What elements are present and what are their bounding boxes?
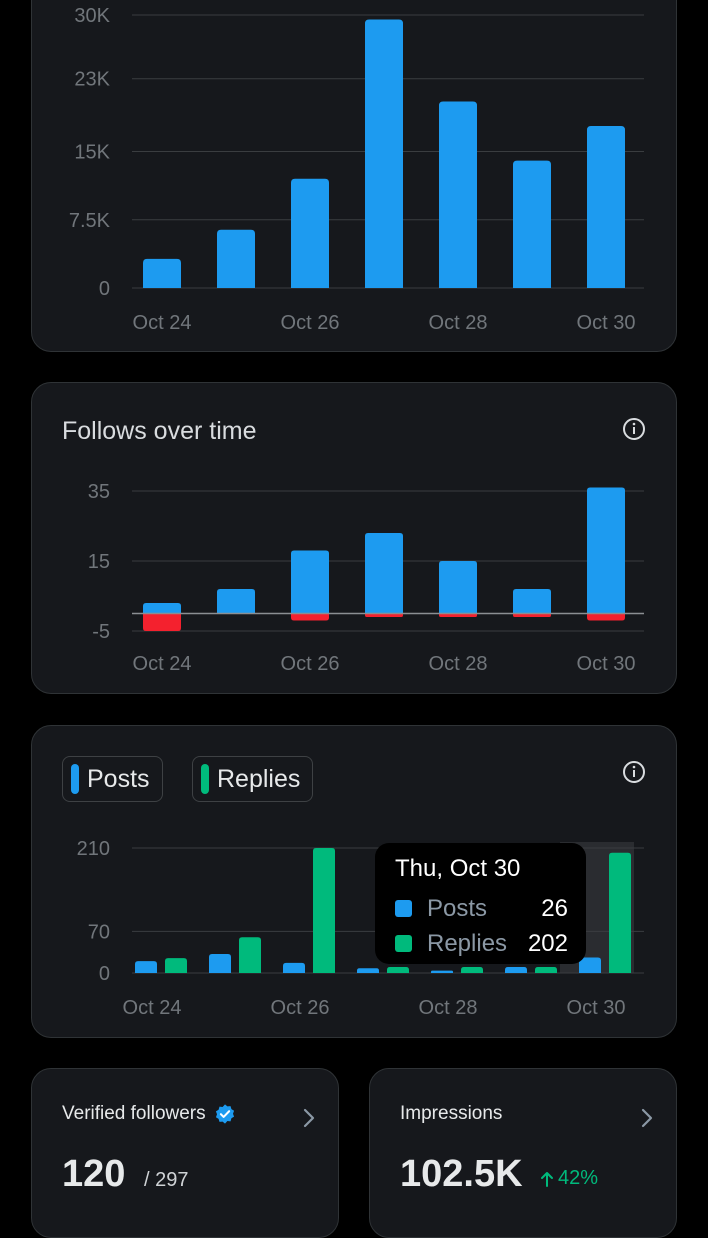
impressions-bar <box>439 101 477 288</box>
posts-y-tick-label: 210 <box>77 838 110 860</box>
follows-gain-bar <box>291 550 329 614</box>
chevron-right-icon[interactable] <box>640 1107 654 1129</box>
impressions-delta: 42% <box>558 1167 599 1189</box>
follows-chart: 35 15 -5 Oct 24 Oct 26 Oct 28 Oct 30 <box>88 481 644 675</box>
legend-replies-label: Replies <box>217 764 301 793</box>
replies-swatch <box>201 764 209 794</box>
impressions-label: Impressions <box>400 1103 503 1124</box>
follows-gain-bar <box>439 561 477 614</box>
posts-y-tick-label: 0 <box>99 963 110 985</box>
follows-loss-bar <box>365 613 403 617</box>
follows-x-tick-label: Oct 28 <box>429 653 488 675</box>
posts-bar <box>505 967 527 973</box>
impressions-stat-card[interactable]: Impressions 102.5K 42% <box>369 1068 677 1238</box>
follows-loss-bar <box>291 613 329 621</box>
tooltip-posts-swatch <box>395 900 412 917</box>
posts-bar <box>283 962 305 973</box>
follows-x-tick-label: Oct 26 <box>281 653 340 675</box>
verified-badge-icon <box>215 1104 234 1124</box>
impressions-bar <box>291 178 329 288</box>
posts-swatch <box>71 764 79 794</box>
follows-title: Follows over time <box>62 417 257 445</box>
tooltip-posts-label: Posts <box>427 894 488 922</box>
follows-card: Follows over time 35 15 -5 Oct 24 Oct 26 Oct … <box>31 382 677 694</box>
impressions-bar <box>513 160 551 288</box>
follows-loss-bar <box>513 613 551 617</box>
chart-tooltip: Thu, Oct 30 Posts 26 Replies 202 <box>375 843 586 964</box>
impressions-title: Impressions <box>400 1103 502 1125</box>
follows-loss-bar <box>143 613 181 631</box>
replies-bar <box>313 848 335 973</box>
info-circle-icon[interactable] <box>622 417 646 441</box>
follows-gain-bar <box>587 487 625 614</box>
verified-followers-label: Verified followers <box>62 1103 206 1124</box>
follows-gain-bar <box>365 533 403 614</box>
arrow-up-icon <box>541 1172 553 1187</box>
impressions-chart: 30K 23K 15K 7.5K 0 Oct 24 Oct 26 Oct 28 Oct 30 <box>69 5 644 334</box>
info-circle-icon[interactable] <box>622 760 646 784</box>
verified-followers-total: / 297 <box>144 1169 189 1191</box>
impressions-y-tick-label: 30K <box>74 5 110 27</box>
tooltip-replies-swatch <box>395 935 412 952</box>
impressions-bar <box>143 258 181 288</box>
follows-x-tick-label: Oct 24 <box>133 653 192 675</box>
follows-y-tick-label: 35 <box>88 481 110 503</box>
posts-x-tick-label: Oct 26 <box>271 997 330 1019</box>
impressions-y-tick-label: 0 <box>99 278 110 300</box>
impressions-bar <box>217 229 255 288</box>
legend-posts-button[interactable]: Posts <box>62 756 163 802</box>
legend-posts-label: Posts <box>87 764 150 793</box>
legend-replies-button[interactable]: Replies <box>192 756 314 802</box>
posts-bar <box>357 968 379 973</box>
posts-bar <box>579 957 601 973</box>
tooltip-row-posts: Posts 26 <box>395 891 568 926</box>
follows-gain-bar <box>513 589 551 614</box>
tooltip-replies-label: Replies <box>427 929 508 957</box>
verified-followers-title: Verified followers <box>62 1103 236 1125</box>
posts-x-tick-label: Oct 28 <box>419 997 478 1019</box>
tooltip-replies-value: 202 <box>527 929 568 957</box>
posts-x-tick-label: Oct 30 <box>567 997 626 1019</box>
posts-y-tick-label: 70 <box>88 921 110 943</box>
follows-loss-bar <box>439 613 477 617</box>
tooltip-title: Thu, Oct 30 <box>395 855 521 882</box>
follows-y-tick-label: -5 <box>92 621 110 643</box>
impressions-y-tick-label: 23K <box>74 69 110 91</box>
chevron-right-icon[interactable] <box>302 1107 316 1129</box>
follows-y-tick-label: 15 <box>88 551 110 573</box>
replies-bar <box>387 967 409 973</box>
impressions-x-tick-label: Oct 26 <box>281 312 340 334</box>
posts-bar <box>135 961 157 973</box>
verified-followers-card[interactable]: Verified followers 120 / 297 <box>31 1068 339 1238</box>
follows-loss-bar <box>587 613 625 621</box>
impressions-x-tick-label: Oct 30 <box>577 312 636 334</box>
tooltip-row-replies: Replies 202 <box>395 926 568 961</box>
posts-x-tick-label: Oct 24 <box>123 997 182 1019</box>
replies-bar <box>461 967 483 973</box>
impressions-y-tick-label: 15K <box>74 142 110 164</box>
follows-gain-bar <box>143 603 181 614</box>
follows-x-tick-label: Oct 30 <box>577 653 636 675</box>
impressions-value: 102.5K <box>400 1153 523 1195</box>
posts-bar <box>431 970 453 973</box>
impressions-x-tick-label: Oct 24 <box>133 312 192 334</box>
verified-followers-value: 120 <box>62 1153 126 1195</box>
impressions-bar <box>587 126 625 288</box>
replies-bar <box>165 958 187 973</box>
follows-gain-bar <box>217 589 255 614</box>
impressions-y-tick-label: 7.5K <box>69 210 111 232</box>
impressions-x-tick-label: Oct 28 <box>429 312 488 334</box>
impressions-bar <box>365 19 403 289</box>
posts-bar <box>209 953 231 973</box>
impressions-chart-card: 30K 23K 15K 7.5K 0 Oct 24 Oct 26 Oct 28 Oct 30 <box>31 0 677 352</box>
tooltip-posts-value: 26 <box>541 894 568 922</box>
replies-bar <box>239 937 261 973</box>
replies-bar <box>535 967 557 973</box>
replies-bar <box>609 852 631 973</box>
